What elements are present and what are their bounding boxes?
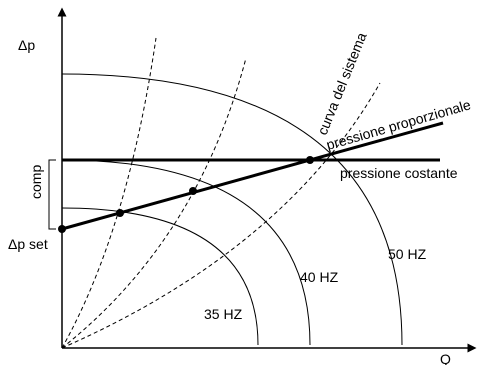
curve-40hz (61, 159, 311, 346)
proportional-pressure-line (61, 121, 444, 231)
point-40hz (189, 187, 197, 195)
system-curve-label: curva del sistema (314, 30, 370, 137)
label-40hz: 40 HZ (300, 269, 339, 285)
point-dp-set (58, 225, 66, 233)
system-curve-2 (61, 57, 247, 349)
point-35hz (116, 209, 124, 217)
label-35hz: 35 HZ (204, 306, 243, 322)
comp-bracket (48, 159, 56, 230)
dp-set-label: Δp set (8, 236, 48, 252)
curve-50hz (61, 73, 403, 346)
x-axis-label: Q (440, 351, 451, 365)
y-axis-label: Δp (18, 37, 35, 53)
label-50hz: 50 HZ (388, 246, 427, 262)
constant-pressure-label: pressione costante (340, 165, 458, 181)
system-curve-3 (61, 82, 381, 349)
comp-label: comp (28, 165, 44, 199)
system-curve-1 (61, 37, 157, 349)
point-50hz (306, 156, 314, 164)
curve-35hz (61, 207, 259, 346)
proportional-pressure-label: pressione proporzionale (324, 96, 472, 153)
